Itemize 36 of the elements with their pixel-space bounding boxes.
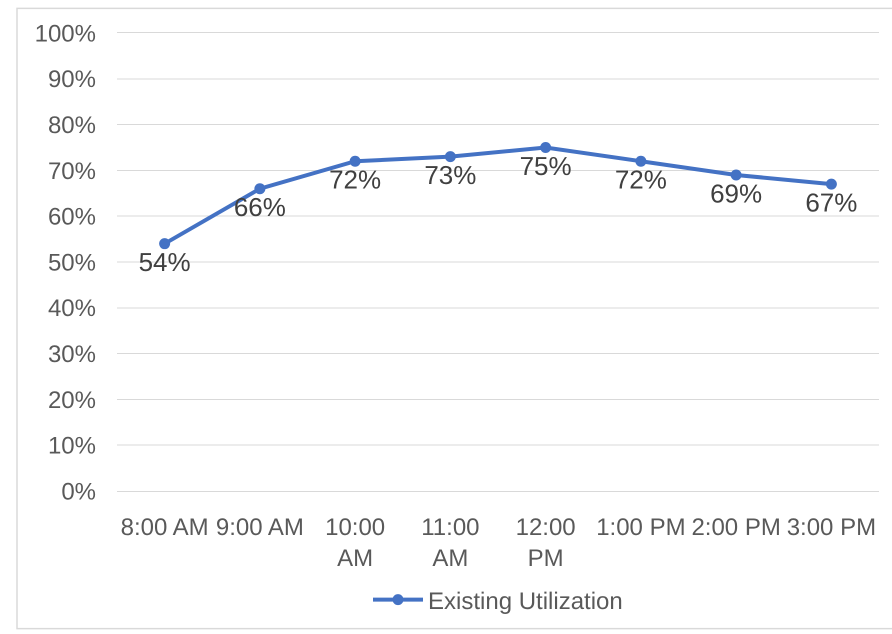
point: [254, 183, 266, 194]
x-tick-label: 11:00 AM: [421, 514, 480, 572]
x-tick-label: 3:00 PM: [786, 514, 876, 541]
data-label: 67%: [805, 188, 858, 218]
point: [159, 238, 170, 250]
y-tick-label: 90%: [48, 66, 96, 94]
data-label: 73%: [424, 160, 476, 190]
x-tick-label: 1:00 PM: [596, 514, 686, 541]
y-tick-label: 100%: [34, 20, 96, 48]
point: [730, 169, 742, 180]
x-tick-label: 10:00 AM: [325, 514, 386, 572]
point: [826, 178, 837, 190]
point: [635, 156, 646, 167]
y-tick-label: 50%: [48, 249, 96, 276]
data-label: 75%: [520, 150, 572, 181]
data-label: 54%: [138, 247, 191, 278]
x-tick-label: 2:00 PM: [691, 514, 781, 541]
x-tick-label: 8:00 AM: [120, 514, 209, 541]
point: [444, 151, 456, 162]
data-label: 72%: [329, 164, 382, 195]
x-tick-label: 12:00 PM: [516, 514, 576, 572]
data-label: 69%: [710, 178, 762, 208]
y-tick-label: 40%: [48, 295, 96, 322]
y-tick-label: 10%: [48, 432, 96, 460]
legend-label: Existing Utilization: [428, 588, 623, 615]
y-tick-label: 80%: [48, 112, 96, 139]
y-tick-label: 60%: [48, 204, 96, 231]
point: [540, 142, 552, 153]
y-tick-label: 20%: [48, 386, 96, 414]
point: [350, 156, 361, 167]
data-label: 66%: [234, 192, 286, 222]
y-tick-label: 0%: [61, 478, 96, 506]
y-tick-label: 30%: [48, 341, 96, 368]
data-label: 72%: [614, 164, 667, 195]
x-tick-label: 9:00 AM: [216, 514, 304, 541]
y-tick-label: 70%: [48, 158, 96, 185]
